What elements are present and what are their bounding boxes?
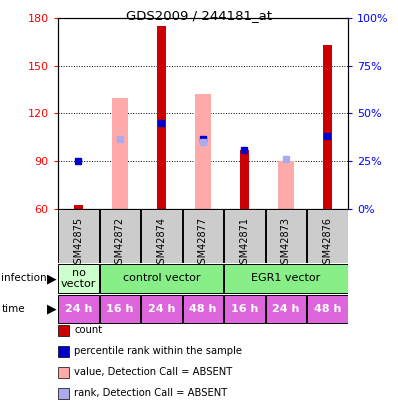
Text: count: count xyxy=(74,325,103,335)
Bar xyxy=(265,209,306,263)
Text: 48 h: 48 h xyxy=(314,304,341,314)
Bar xyxy=(224,294,265,323)
Bar xyxy=(74,205,83,209)
Bar xyxy=(183,294,223,323)
Bar xyxy=(112,98,128,209)
Text: percentile rank within the sample: percentile rank within the sample xyxy=(74,346,242,356)
Text: GDS2009 / 244181_at: GDS2009 / 244181_at xyxy=(126,9,272,22)
Bar xyxy=(100,294,140,323)
Text: ▶: ▶ xyxy=(47,302,57,315)
Bar xyxy=(100,264,223,293)
Bar xyxy=(307,209,348,263)
Bar xyxy=(141,294,182,323)
Text: rank, Detection Call = ABSENT: rank, Detection Call = ABSENT xyxy=(74,388,228,398)
Text: 48 h: 48 h xyxy=(189,304,217,314)
Text: 24 h: 24 h xyxy=(272,304,300,314)
Bar xyxy=(278,161,294,209)
Text: value, Detection Call = ABSENT: value, Detection Call = ABSENT xyxy=(74,367,233,377)
Bar xyxy=(157,26,166,209)
Bar xyxy=(265,294,306,323)
Text: GSM42871: GSM42871 xyxy=(240,217,250,270)
Bar xyxy=(240,150,249,209)
Bar xyxy=(307,294,348,323)
Bar xyxy=(58,209,99,263)
Bar xyxy=(100,209,140,263)
Bar xyxy=(195,94,211,209)
Bar xyxy=(224,209,265,263)
Bar xyxy=(183,209,223,263)
Text: control vector: control vector xyxy=(123,273,200,283)
Text: infection: infection xyxy=(1,273,47,283)
Text: time: time xyxy=(1,304,25,314)
Text: 16 h: 16 h xyxy=(231,304,258,314)
Text: EGR1 vector: EGR1 vector xyxy=(252,273,321,283)
Text: GSM42875: GSM42875 xyxy=(74,217,84,270)
Bar xyxy=(224,264,348,293)
Text: no
vector: no vector xyxy=(61,268,96,289)
Text: GSM42877: GSM42877 xyxy=(198,217,208,270)
Bar xyxy=(141,209,182,263)
Text: GSM42874: GSM42874 xyxy=(156,217,166,270)
Text: 24 h: 24 h xyxy=(65,304,92,314)
Text: 24 h: 24 h xyxy=(148,304,175,314)
Text: GSM42873: GSM42873 xyxy=(281,217,291,270)
Bar xyxy=(323,45,332,209)
Bar xyxy=(58,294,99,323)
Bar xyxy=(58,264,99,293)
Text: ▶: ▶ xyxy=(47,272,57,285)
Text: GSM42872: GSM42872 xyxy=(115,217,125,270)
Text: GSM42876: GSM42876 xyxy=(322,217,332,270)
Text: 16 h: 16 h xyxy=(106,304,134,314)
